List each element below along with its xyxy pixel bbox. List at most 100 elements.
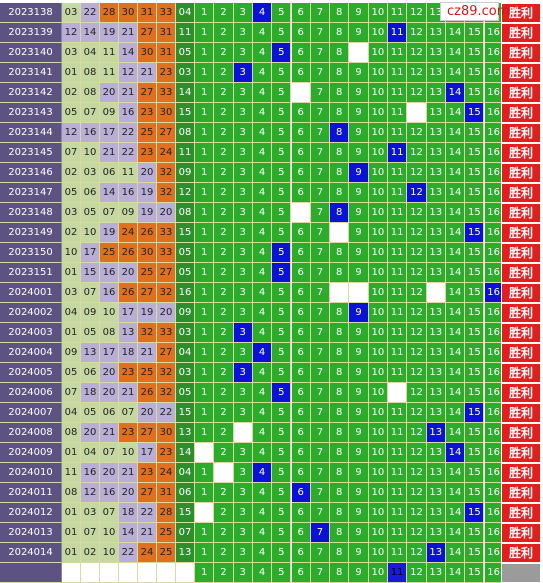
blue-trend-cell[interactable]: 14 <box>445 523 466 543</box>
blue-hit-cell[interactable]: 11 <box>388 143 408 163</box>
blue-trend-cell[interactable]: 2 <box>214 283 234 303</box>
blue-trend-cell[interactable]: 6 <box>291 3 311 23</box>
blue-trend-cell[interactable]: 9 <box>349 323 369 343</box>
blue-trend-cell[interactable]: 6 <box>291 543 311 563</box>
blue-trend-cell[interactable]: 15 <box>465 443 485 463</box>
blue-trend-cell[interactable]: 9 <box>349 483 369 503</box>
blue-trend-cell[interactable]: 12 <box>407 243 427 263</box>
blue-trend-cell[interactable]: 1 <box>195 323 215 343</box>
blue-trend-cell[interactable]: 15 <box>465 463 485 483</box>
blue-trend-cell[interactable]: 11 <box>388 463 408 483</box>
blue-trend-cell[interactable]: 12 <box>407 423 427 443</box>
blue-trend-cell[interactable]: 5 <box>272 483 292 503</box>
blue-trend-cell[interactable]: 13 <box>426 63 446 83</box>
blue-trend-cell[interactable]: 13 <box>426 383 446 403</box>
blue-trend-cell[interactable]: 14 <box>445 343 466 363</box>
blue-trend-cell[interactable]: 4 <box>252 263 273 283</box>
blue-trend-cell[interactable]: 5 <box>272 363 292 383</box>
blue-trend-cell[interactable]: 4 <box>252 523 273 543</box>
blue-trend-cell[interactable]: 8 <box>330 303 350 323</box>
blue-trend-cell[interactable]: 12 <box>407 283 427 303</box>
blue-trend-cell[interactable]: 1 <box>195 463 215 483</box>
blue-trend-cell[interactable]: 14 <box>445 163 466 183</box>
blue-trend-cell[interactable]: 9 <box>349 183 369 203</box>
blue-hit-cell[interactable]: 14 <box>445 443 466 463</box>
blue-trend-cell[interactable]: 6 <box>291 363 311 383</box>
blue-trend-cell[interactable]: 9 <box>349 403 369 423</box>
blue-trend-cell[interactable]: 10 <box>368 103 388 123</box>
blue-hit-cell[interactable]: 5 <box>272 383 292 403</box>
blue-trend-cell[interactable]: 10 <box>368 463 388 483</box>
blue-trend-cell[interactable]: 9 <box>349 63 369 83</box>
blue-trend-cell[interactable]: 4 <box>252 423 273 443</box>
result-badge[interactable]: 胜利 <box>501 283 541 303</box>
blue-trend-cell[interactable]: 13 <box>426 483 446 503</box>
blue-trend-cell[interactable]: 6 <box>291 463 311 483</box>
blue-trend-cell[interactable]: 8 <box>330 423 350 443</box>
blue-trend-cell[interactable]: 6 <box>291 183 311 203</box>
blue-hit-cell[interactable]: 9 <box>349 303 369 323</box>
blue-trend-cell[interactable]: 12 <box>407 543 427 563</box>
blue-trend-cell[interactable]: 15 <box>465 83 485 103</box>
footer-trend-cell[interactable]: 12 <box>407 563 427 583</box>
blue-trend-cell[interactable]: 11 <box>388 43 408 63</box>
blue-trend-cell[interactable]: 4 <box>252 243 273 263</box>
blue-trend-cell[interactable]: 15 <box>465 423 485 443</box>
blue-trend-cell[interactable]: 14 <box>445 183 466 203</box>
blue-trend-cell[interactable]: 14 <box>445 403 466 423</box>
blue-trend-cell[interactable]: 7 <box>310 403 331 423</box>
blue-trend-cell[interactable]: 3 <box>233 103 253 123</box>
blue-trend-cell[interactable]: 6 <box>291 143 311 163</box>
blue-trend-cell[interactable]: 8 <box>330 43 350 63</box>
blue-trend-cell[interactable]: 9 <box>349 243 369 263</box>
blue-trend-cell[interactable]: 2 <box>214 443 234 463</box>
blue-trend-cell[interactable]: 5 <box>272 523 292 543</box>
result-badge[interactable]: 胜利 <box>501 3 541 23</box>
blue-trend-cell[interactable]: 2 <box>214 223 234 243</box>
blue-trend-cell[interactable] <box>291 203 311 223</box>
blue-hit-cell[interactable]: 15 <box>465 503 485 523</box>
blue-trend-cell[interactable]: 14 <box>445 23 466 43</box>
result-badge[interactable]: 胜利 <box>501 403 541 423</box>
blue-trend-cell[interactable]: 15 <box>465 183 485 203</box>
blue-trend-cell[interactable]: 3 <box>233 223 253 243</box>
footer-pick-cell[interactable] <box>157 563 176 583</box>
blue-trend-cell[interactable]: 15 <box>465 43 485 63</box>
blue-trend-cell[interactable]: 14 <box>445 263 466 283</box>
blue-trend-cell[interactable]: 6 <box>291 523 311 543</box>
blue-trend-cell[interactable]: 9 <box>349 83 369 103</box>
footer-blue-cell[interactable] <box>176 563 195 583</box>
blue-trend-cell[interactable]: 3 <box>233 523 253 543</box>
blue-hit-cell[interactable]: 15 <box>465 223 485 243</box>
footer-trend-cell[interactable]: 4 <box>252 563 273 583</box>
blue-trend-cell[interactable]: 12 <box>407 303 427 323</box>
blue-trend-cell[interactable]: 1 <box>195 223 215 243</box>
blue-trend-cell[interactable] <box>349 43 369 63</box>
blue-trend-cell[interactable]: 7 <box>310 23 331 43</box>
blue-trend-cell[interactable]: 7 <box>310 423 331 443</box>
result-badge[interactable]: 胜利 <box>501 203 541 223</box>
result-badge[interactable]: 胜利 <box>501 143 541 163</box>
blue-trend-cell[interactable]: 9 <box>349 263 369 283</box>
blue-trend-cell[interactable]: 7 <box>310 183 331 203</box>
blue-trend-cell[interactable]: 9 <box>349 203 369 223</box>
blue-trend-cell[interactable]: 1 <box>195 203 215 223</box>
blue-trend-cell[interactable]: 11 <box>388 223 408 243</box>
blue-trend-cell[interactable]: 11 <box>388 363 408 383</box>
blue-trend-cell[interactable]: 10 <box>368 243 388 263</box>
blue-trend-cell[interactable]: 8 <box>330 483 350 503</box>
blue-trend-cell[interactable]: 2 <box>214 363 234 383</box>
blue-trend-cell[interactable]: 13 <box>426 323 446 343</box>
blue-trend-cell[interactable]: 8 <box>330 63 350 83</box>
blue-trend-cell[interactable]: 3 <box>233 303 253 323</box>
blue-trend-cell[interactable]: 5 <box>272 463 292 483</box>
blue-trend-cell[interactable]: 10 <box>368 23 388 43</box>
footer-result-cell[interactable] <box>501 563 541 583</box>
blue-hit-cell[interactable]: 5 <box>272 243 292 263</box>
blue-trend-cell[interactable]: 14 <box>445 283 466 303</box>
blue-hit-cell[interactable]: 8 <box>330 123 350 143</box>
blue-trend-cell[interactable]: 2 <box>214 323 234 343</box>
blue-trend-cell[interactable]: 12 <box>407 323 427 343</box>
blue-trend-cell[interactable]: 15 <box>465 163 485 183</box>
blue-trend-cell[interactable]: 9 <box>349 543 369 563</box>
